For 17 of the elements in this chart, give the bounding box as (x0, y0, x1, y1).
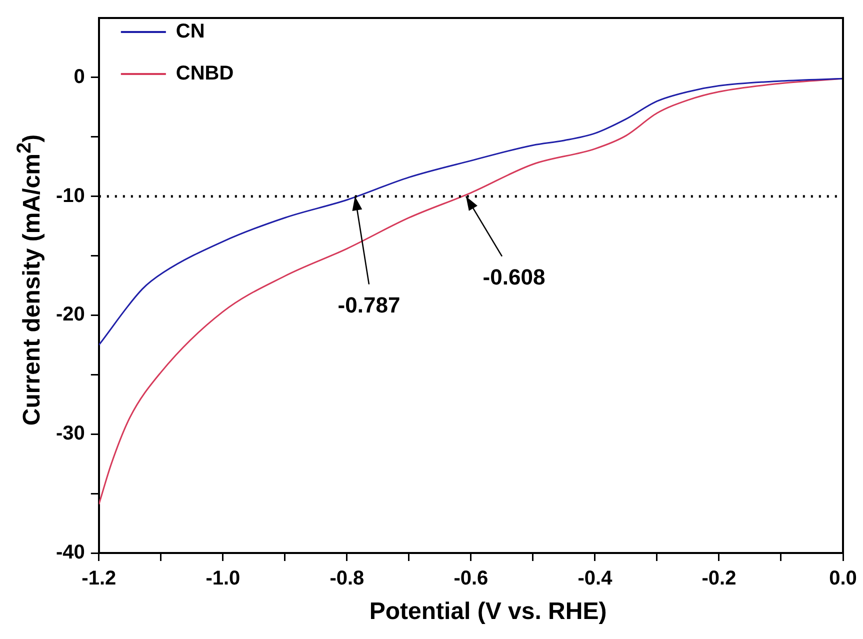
x-tick-label: -0.6 (454, 568, 488, 590)
x-tick-label: -0.2 (702, 568, 736, 590)
x-axis-title: Potential (V vs. RHE) (369, 598, 607, 626)
x-tick-label: -1.2 (82, 568, 116, 590)
y-tick-label: -20 (56, 304, 85, 326)
x-tick-label: 0.0 (829, 568, 857, 590)
y-tick-label: -10 (56, 184, 85, 207)
y-tick-label: -40 (56, 542, 85, 564)
annotation: -0.787 (338, 292, 400, 318)
x-tick-label: -1.0 (206, 568, 240, 590)
x-tick-label: -0.4 (578, 568, 614, 590)
x-tick-label: -0.8 (330, 568, 364, 590)
annotation: -0.608 (482, 264, 546, 290)
legend-label: CN (176, 20, 205, 43)
y-tick-label: 0 (74, 66, 85, 88)
y-tick-label: -30 (56, 422, 85, 445)
legend-label: CNBD (176, 62, 234, 85)
